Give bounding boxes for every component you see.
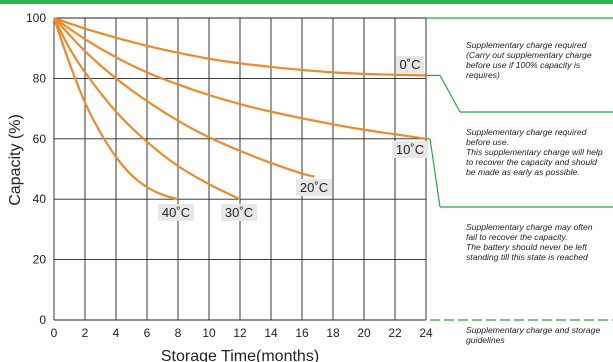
x-tick-label: 24: [419, 326, 433, 340]
note-3: Supplementary charge may often fail to r…: [466, 222, 593, 262]
x-tick-label: 2: [82, 326, 89, 340]
x-tick-label: 10: [202, 326, 216, 340]
top-accent-bar: [0, 0, 613, 4]
series-line: [53, 17, 427, 140]
x-tick-label: 0: [51, 326, 58, 340]
y-tick-label: 80: [33, 71, 47, 85]
series-label-bg: [392, 141, 428, 158]
x-tick-label: 18: [326, 326, 340, 340]
note-4: Supplementary charge and storage guideli…: [466, 325, 601, 345]
x-axis-ticks: 0 2 4 6 8 10 12 14 16 18 20 22 24: [51, 326, 433, 340]
series-label-bg: [296, 179, 332, 196]
chart-series: [52, 16, 427, 201]
guide-line: [429, 138, 441, 208]
y-tick-label: 100: [26, 11, 46, 25]
guideline-bracket: [426, 17, 613, 321]
y-tick-label: 20: [33, 253, 47, 267]
series-line: [53, 17, 315, 178]
x-tick-label: 8: [175, 326, 182, 340]
series-line: [53, 17, 241, 201]
series-label: 40˚C: [162, 205, 190, 220]
series-label: 10˚C: [396, 142, 424, 157]
y-axis-label: Capacity (%): [7, 114, 24, 206]
series-label: 0˚C: [400, 57, 421, 72]
x-tick-label: 22: [388, 326, 402, 340]
series-label: 30˚C: [225, 205, 253, 220]
y-tick-label: 40: [33, 192, 47, 206]
x-tick-label: 16: [295, 326, 309, 340]
series-label: 20˚C: [300, 180, 328, 195]
x-tick-label: 20: [357, 326, 371, 340]
series-label-bg: [221, 204, 257, 221]
series-line: [52, 17, 179, 201]
y-tick-label: 0: [39, 313, 46, 327]
y-axis-ticks: 0 20 40 60 80 100: [26, 11, 46, 327]
x-tick-label: 4: [113, 326, 120, 340]
series-line: [53, 16, 427, 77]
series-label-bg: [396, 56, 424, 73]
y-tick-label: 60: [33, 132, 47, 146]
x-axis-label: Storage Time(months): [161, 348, 319, 362]
note-1: Supplementary charge required (Carry out…: [466, 40, 592, 80]
note-2: Supplementary charge required before use…: [466, 127, 603, 177]
guide-line: [439, 75, 461, 113]
series-labels: 0˚C 10˚C 20˚C 30˚C 40˚C: [158, 56, 428, 221]
x-tick-label: 12: [233, 326, 247, 340]
x-tick-label: 14: [264, 326, 278, 340]
series-label-bg: [158, 204, 194, 221]
x-tick-label: 6: [144, 326, 151, 340]
